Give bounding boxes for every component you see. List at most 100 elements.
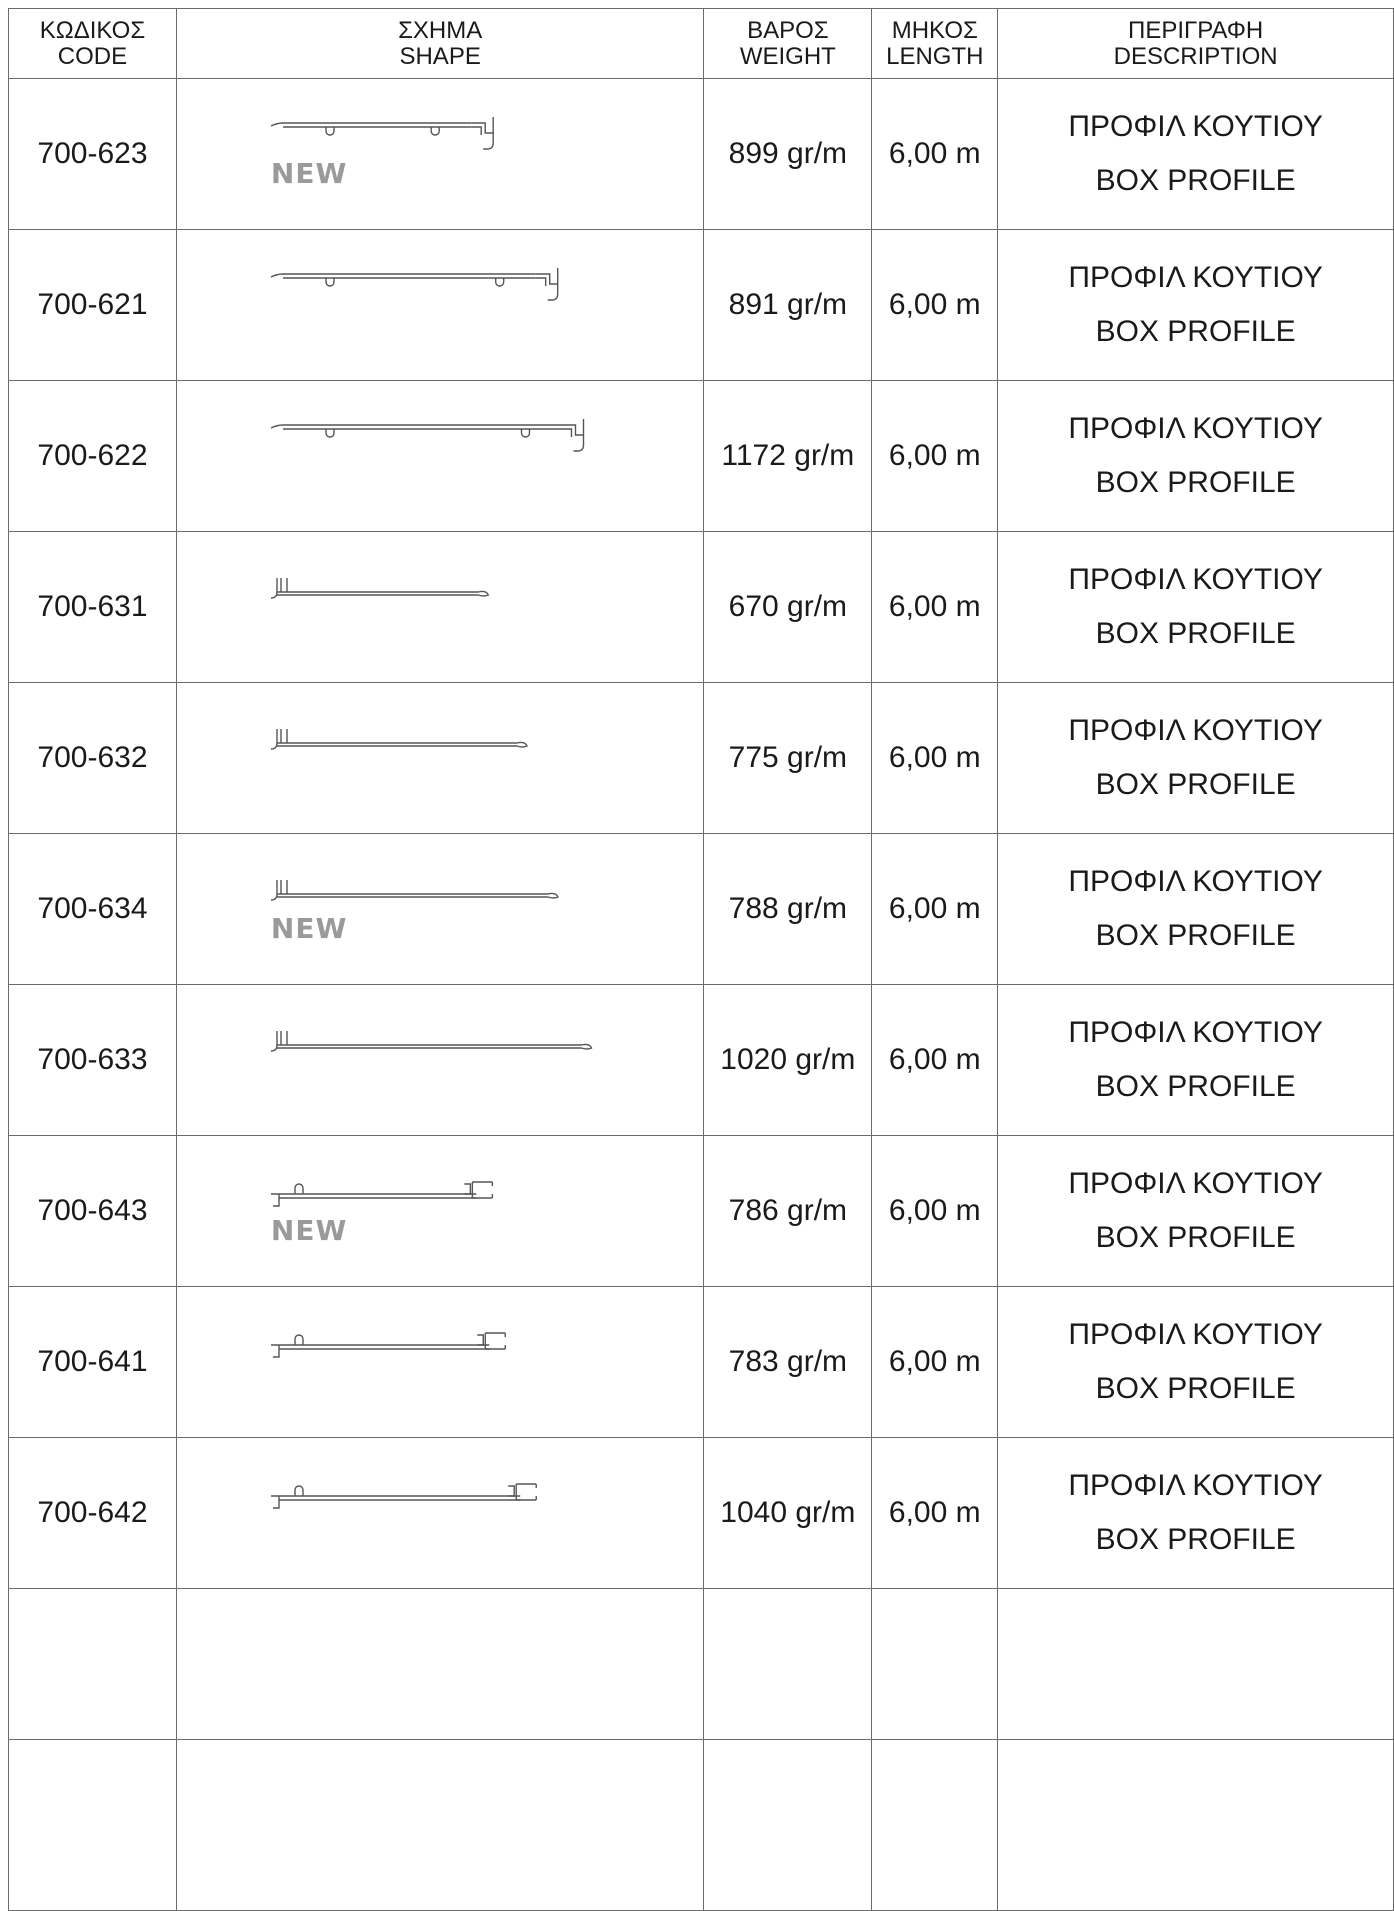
table-header: ΚΩΔΙΚΟΣ CODE ΣΧΗΜΑ SHAPE ΒΑΡΟΣ WEIGHT ΜΗΚΟΣ… [8, 8, 1394, 79]
table-row: 700-633 1020 gr/m 6,00 m ΠΡΟΦΙΛ ΚΟΥΤΙΟΥ BOX … [8, 984, 1394, 1136]
profile-weight: 788 gr/m [703, 833, 873, 985]
profile-length: 6,00 m [871, 682, 999, 834]
profile-code: 700-634 [8, 833, 177, 985]
description-greek: ΠΡΟΦΙΛ ΚΟΥΤΙΟΥ [1068, 714, 1323, 747]
profile-weight: 1020 gr/m [703, 984, 873, 1136]
profile-length: 6,00 m [871, 78, 999, 230]
profile-description: ΠΡΟΦΙΛ ΚΟΥΤΙΟΥ BOX PROFILE [997, 380, 1394, 532]
profile-code: 700-632 [8, 682, 177, 834]
profile-shape [175, 229, 705, 381]
empty-cell [997, 1739, 1394, 1911]
empty-cell [871, 1588, 999, 1740]
description-greek: ΠΡΟΦΙΛ ΚΟΥΤΙΟΥ [1068, 110, 1323, 143]
profile-drawing [270, 578, 490, 599]
profile-code: 700-642 [8, 1437, 177, 1589]
profile-shape [175, 984, 705, 1136]
profile-length: 6,00 m [871, 531, 999, 683]
profile-weight: 899 gr/m [703, 78, 873, 230]
profile-drawing [270, 268, 559, 301]
profile-shape [175, 1437, 705, 1589]
profile-weight: 1040 gr/m [703, 1437, 873, 1589]
empty-cell [175, 1588, 705, 1740]
table-row: 700-641 783 gr/m 6,00 m ΠΡΟΦΙΛ ΚΟΥΤΙΟΥ BOX P… [8, 1286, 1394, 1438]
profile-length: 6,00 m [871, 229, 999, 381]
profile-shape [175, 531, 705, 683]
profile-code: 700-641 [8, 1286, 177, 1438]
description-greek: ΠΡΟΦΙΛ ΚΟΥΤΙΟΥ [1068, 1016, 1323, 1049]
profile-length: 6,00 m [871, 984, 999, 1136]
description-greek: ΠΡΟΦΙΛ ΚΟΥΤΙΟΥ [1068, 563, 1323, 596]
header-shape: ΣΧΗΜΑ SHAPE [175, 8, 705, 79]
profile-code: 700-623 [8, 78, 177, 230]
profile-drawing [270, 1483, 537, 1509]
description-greek: ΠΡΟΦΙΛ ΚΟΥΤΙΟΥ [1068, 412, 1323, 445]
description-english: BOX PROFILE [1095, 768, 1296, 801]
profile-shape [175, 1286, 705, 1438]
profile-code: 700-622 [8, 380, 177, 532]
profile-length: 6,00 m [871, 1286, 999, 1438]
header-code: ΚΩΔΙΚΟΣ CODE [8, 8, 177, 79]
description-english: BOX PROFILE [1095, 164, 1296, 197]
profile-shape [175, 682, 705, 834]
description-greek: ΠΡΟΦΙΛ ΚΟΥΤΙΟΥ [1068, 1318, 1323, 1351]
profile-description: ΠΡΟΦΙΛ ΚΟΥΤΙΟΥ BOX PROFILE [997, 531, 1394, 683]
description-greek: ΠΡΟΦΙΛ ΚΟΥΤΙΟΥ [1068, 1469, 1323, 1502]
profile-shape: NEW [175, 78, 705, 230]
new-badge: NEW [270, 157, 348, 190]
description-english: BOX PROFILE [1095, 466, 1296, 499]
profile-drawing [270, 117, 494, 150]
empty-cell [8, 1739, 177, 1911]
new-badge: NEW [270, 1214, 348, 1247]
description-english: BOX PROFILE [1095, 1372, 1296, 1405]
description-greek: ΠΡΟΦΙΛ ΚΟΥΤΙΟΥ [1068, 865, 1323, 898]
description-english: BOX PROFILE [1095, 1221, 1296, 1254]
description-greek: ΠΡΟΦΙΛ ΚΟΥΤΙΟΥ [1068, 1167, 1323, 1200]
profile-length: 6,00 m [871, 380, 999, 532]
description-english: BOX PROFILE [1095, 315, 1296, 348]
empty-cell [703, 1588, 873, 1740]
empty-cell [997, 1588, 1394, 1740]
profile-description: ΠΡΟΦΙΛ ΚΟΥΤΙΟΥ BOX PROFILE [997, 1437, 1394, 1589]
profile-length: 6,00 m [871, 833, 999, 985]
profile-shape [175, 380, 705, 532]
empty-cell [175, 1739, 705, 1911]
description-english: BOX PROFILE [1095, 617, 1296, 650]
description-greek: ΠΡΟΦΙΛ ΚΟΥΤΙΟΥ [1068, 261, 1323, 294]
profile-drawing [270, 880, 559, 901]
profile-code: 700-621 [8, 229, 177, 381]
header-length: ΜΗΚΟΣ LENGTH [871, 8, 999, 79]
profile-shape: NEW [175, 833, 705, 985]
profile-weight: 786 gr/m [703, 1135, 873, 1287]
empty-cell [703, 1739, 873, 1911]
table-row: 700-623 NEW 899 gr/m 6,00 m ΠΡΟΦΙΛ ΚΟΥΤΙΟΥ BO… [8, 78, 1394, 230]
table-row: 700-634 NEW 788 gr/m 6,00 m ΠΡΟΦΙΛ ΚΟΥΤΙΟΥ BO… [8, 833, 1394, 985]
profile-description: ΠΡΟΦΙΛ ΚΟΥΤΙΟΥ BOX PROFILE [997, 833, 1394, 985]
table-row: 700-642 1040 gr/m 6,00 m ΠΡΟΦΙΛ ΚΟΥΤΙΟΥ BOX … [8, 1437, 1394, 1589]
profile-weight: 783 gr/m [703, 1286, 873, 1438]
empty-row [8, 1588, 1394, 1740]
profile-weight: 670 gr/m [703, 531, 873, 683]
profile-description: ΠΡΟΦΙΛ ΚΟΥΤΙΟΥ BOX PROFILE [997, 1286, 1394, 1438]
profile-drawing [270, 729, 528, 750]
description-english: BOX PROFILE [1095, 1523, 1296, 1556]
table-row: 700-622 1172 gr/m 6,00 m ΠΡΟΦΙΛ ΚΟΥΤΙΟΥ BOX … [8, 380, 1394, 532]
table-row: 700-632 775 gr/m 6,00 m ΠΡΟΦΙΛ ΚΟΥΤΙΟΥ BOX P… [8, 682, 1394, 834]
profile-description: ΠΡΟΦΙΛ ΚΟΥΤΙΟΥ BOX PROFILE [997, 229, 1394, 381]
empty-row [8, 1739, 1394, 1911]
profile-description: ΠΡΟΦΙΛ ΚΟΥΤΙΟΥ BOX PROFILE [997, 984, 1394, 1136]
table-row: 700-643 NEW 786 gr/m 6,00 m ΠΡΟΦΙΛ ΚΟΥΤΙΟΥ BO… [8, 1135, 1394, 1287]
profile-description: ΠΡΟΦΙΛ ΚΟΥΤΙΟΥ BOX PROFILE [997, 78, 1394, 230]
table-row: 700-631 670 gr/m 6,00 m ΠΡΟΦΙΛ ΚΟΥΤΙΟΥ BOX P… [8, 531, 1394, 683]
profile-code: 700-633 [8, 984, 177, 1136]
profile-table: ΚΩΔΙΚΟΣ CODE ΣΧΗΜΑ SHAPE ΒΑΡΟΣ WEIGHT ΜΗΚΟΣ… [8, 8, 1394, 1911]
profile-weight: 1172 gr/m [703, 380, 873, 532]
profile-description: ΠΡΟΦΙΛ ΚΟΥΤΙΟΥ BOX PROFILE [997, 682, 1394, 834]
description-english: BOX PROFILE [1095, 919, 1296, 952]
table-row: 700-621 891 gr/m 6,00 m ΠΡΟΦΙΛ ΚΟΥΤΙΟΥ BOX P… [8, 229, 1394, 381]
profile-code: 700-631 [8, 531, 177, 683]
profile-code: 700-643 [8, 1135, 177, 1287]
empty-cell [871, 1739, 999, 1911]
profile-drawing [270, 1181, 493, 1207]
new-badge: NEW [270, 912, 348, 945]
profile-drawing [270, 1332, 506, 1358]
